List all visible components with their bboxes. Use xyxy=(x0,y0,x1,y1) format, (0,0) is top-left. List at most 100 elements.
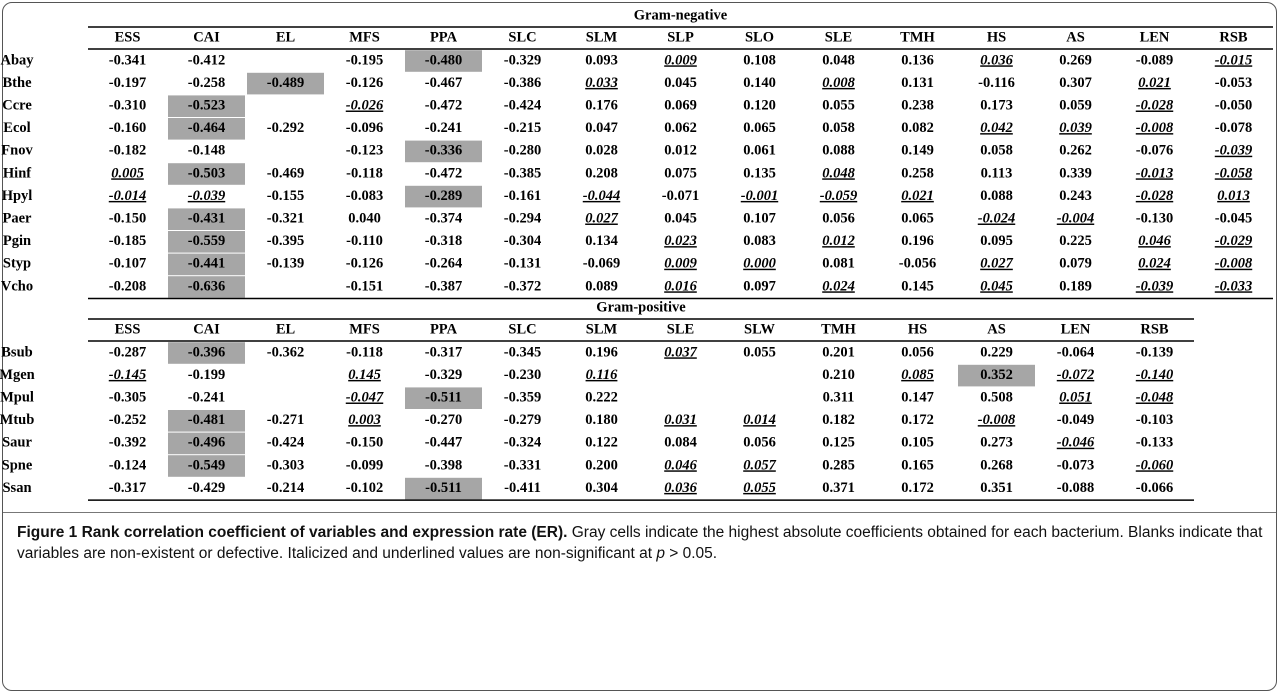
cell: -0.481 xyxy=(188,412,225,428)
cell: 0.065 xyxy=(901,211,934,227)
cell: -0.056 xyxy=(899,256,936,272)
cell: -0.467 xyxy=(425,75,462,91)
non-significant-cell: -0.039 xyxy=(1136,278,1173,294)
cell: -0.252 xyxy=(109,412,146,428)
cell: -0.126 xyxy=(346,75,383,91)
column-header: ESS xyxy=(115,29,141,45)
row-label: Ccre xyxy=(2,98,32,114)
column-header: ESS xyxy=(115,321,141,337)
cell: 0.508 xyxy=(980,390,1013,406)
cell: -0.049 xyxy=(1057,412,1094,428)
cell: 0.268 xyxy=(980,457,1013,473)
cell: -0.341 xyxy=(109,52,146,68)
column-header: SLC xyxy=(508,321,536,337)
highlight-cell xyxy=(168,231,245,253)
table-title: Gram-positive xyxy=(596,299,686,315)
cell: -0.139 xyxy=(267,256,304,272)
cell: 0.105 xyxy=(901,435,934,451)
cell: -0.118 xyxy=(346,344,383,360)
highlight-cell xyxy=(405,50,482,72)
cell: 0.083 xyxy=(743,233,776,249)
row-label: Mtub xyxy=(0,412,34,428)
cell: -0.069 xyxy=(583,256,620,272)
cell: 0.339 xyxy=(1059,165,1092,181)
cell: 0.196 xyxy=(585,344,618,360)
cell: -0.304 xyxy=(504,233,541,249)
column-header: TMH xyxy=(821,321,856,337)
non-significant-cell: -0.039 xyxy=(1215,143,1252,159)
column-header: MFS xyxy=(349,321,380,337)
cell: 0.048 xyxy=(822,52,855,68)
cell: -0.102 xyxy=(346,480,383,496)
non-significant-cell: 0.027 xyxy=(585,211,618,227)
cell: 0.125 xyxy=(822,435,855,451)
non-significant-cell: -0.060 xyxy=(1136,457,1173,473)
column-header: RSB xyxy=(1219,29,1248,45)
cell: -0.345 xyxy=(504,344,541,360)
cell: 0.371 xyxy=(822,480,855,496)
non-significant-cell: 0.031 xyxy=(664,412,697,428)
column-header: SLM xyxy=(586,321,618,337)
row-label: Bthe xyxy=(3,75,33,91)
cell: 0.269 xyxy=(1059,52,1092,68)
column-header: SLC xyxy=(508,29,536,45)
non-significant-cell: -0.014 xyxy=(109,188,146,204)
non-significant-cell: 0.021 xyxy=(901,188,934,204)
cell: 0.084 xyxy=(664,435,697,451)
cell: 0.095 xyxy=(980,233,1013,249)
non-significant-cell: 0.016 xyxy=(664,278,697,294)
cell: -0.130 xyxy=(1136,211,1173,227)
cell: 0.258 xyxy=(901,165,934,181)
highlight-cell xyxy=(405,140,482,163)
non-significant-cell: 0.048 xyxy=(822,165,855,181)
highlight-cell xyxy=(168,208,245,230)
row-label: Spne xyxy=(2,457,33,473)
cell: 0.107 xyxy=(743,211,776,227)
cell: -0.215 xyxy=(504,120,541,136)
cell: -0.317 xyxy=(425,344,462,360)
column-header: SLE xyxy=(825,29,852,45)
non-significant-cell: 0.039 xyxy=(1059,120,1092,136)
cell: 0.180 xyxy=(585,412,618,428)
cell: -0.511 xyxy=(425,480,462,496)
cell: 0.147 xyxy=(901,390,934,406)
cell: -0.549 xyxy=(188,457,225,473)
highlight-cell xyxy=(168,342,245,364)
cell: -0.374 xyxy=(425,211,462,227)
cell: -0.208 xyxy=(109,278,146,294)
cell: -0.294 xyxy=(504,211,541,227)
non-significant-cell: 0.024 xyxy=(1138,256,1171,272)
highlight-cell xyxy=(168,432,245,455)
non-significant-cell: 0.014 xyxy=(743,412,776,428)
cell: -0.411 xyxy=(504,480,541,496)
cell: -0.429 xyxy=(188,480,225,496)
cell: -0.088 xyxy=(1057,480,1094,496)
non-significant-cell: -0.013 xyxy=(1136,165,1173,181)
cell: -0.329 xyxy=(504,52,541,68)
cell: -0.469 xyxy=(267,165,304,181)
highlight-cell xyxy=(958,364,1035,387)
cell: 0.089 xyxy=(585,278,618,294)
cell: -0.329 xyxy=(425,367,462,383)
cell: -0.280 xyxy=(504,143,541,159)
non-significant-cell: -0.008 xyxy=(1215,256,1253,272)
cell: -0.305 xyxy=(109,390,146,406)
row-label: Fnov xyxy=(1,143,33,159)
non-significant-cell: 0.055 xyxy=(743,480,776,496)
cell: -0.412 xyxy=(188,52,225,68)
non-significant-cell: -0.033 xyxy=(1215,278,1252,294)
non-significant-cell: -0.028 xyxy=(1136,188,1174,204)
non-significant-cell: -0.145 xyxy=(109,367,146,383)
cell: -0.559 xyxy=(188,233,225,249)
cell: -0.395 xyxy=(267,233,304,249)
cell: -0.131 xyxy=(504,256,541,272)
non-significant-cell: 0.037 xyxy=(664,344,697,360)
column-header: EL xyxy=(276,29,296,45)
cell: -0.392 xyxy=(109,435,146,451)
cell: 0.136 xyxy=(901,52,934,68)
non-significant-cell: 0.005 xyxy=(111,165,144,181)
cell: 0.351 xyxy=(980,480,1013,496)
cell: 0.059 xyxy=(1059,98,1092,114)
cell: 0.238 xyxy=(901,98,934,114)
non-significant-cell: 0.057 xyxy=(743,457,776,473)
